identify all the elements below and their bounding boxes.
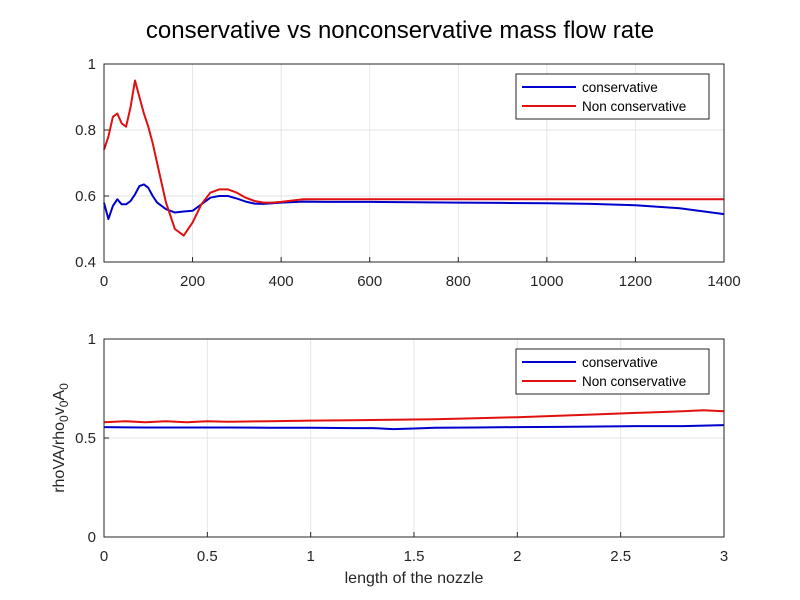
x-tick-label: 400 bbox=[269, 273, 294, 290]
legend-label: Non conservative bbox=[582, 374, 686, 389]
x-tick-label: 2 bbox=[513, 548, 521, 565]
figure-title: conservative vs nonconservative mass flo… bbox=[146, 17, 654, 44]
legend-label: conservative bbox=[582, 355, 658, 370]
x-tick-label: 1000 bbox=[530, 273, 563, 290]
x-tick-label: 0.5 bbox=[197, 548, 218, 565]
legend-label: conservative bbox=[582, 80, 658, 95]
y-tick-label: 0.8 bbox=[75, 122, 96, 139]
series-line-non-conservative bbox=[103, 79, 724, 237]
axes-box bbox=[103, 63, 725, 263]
series-line-conservative bbox=[103, 424, 725, 431]
x-tick-label: 600 bbox=[357, 273, 382, 290]
y-axis-label: rhoVA/rho0v0A0 bbox=[51, 383, 71, 493]
y-tick-label: 0 bbox=[88, 529, 96, 546]
subplot-1: 0 200 400 600 800 1000 1200 1400 0.4 0.6 0.8 1 conse… bbox=[75, 56, 741, 290]
legend: conservative Non conservative bbox=[515, 348, 710, 395]
x-tick-label: 3 bbox=[720, 548, 728, 565]
y-tick-label: 1 bbox=[88, 331, 96, 348]
subplots-container: 0 200 400 600 800 1000 1200 14000.40.60.81conse… bbox=[51, 56, 741, 587]
legend: conservative Non conservative bbox=[515, 73, 710, 120]
subplot-2: 0 0.5 1 1.5 2 2.5 3 0 0.5 1 conservative Non conser… bbox=[51, 331, 728, 587]
series-line-conservative bbox=[103, 183, 725, 221]
y-tick-label: 0.4 bbox=[75, 254, 96, 271]
legend-box bbox=[515, 348, 710, 395]
axes-box bbox=[103, 338, 725, 538]
x-axis-label: length of the nozzle bbox=[345, 570, 484, 587]
x-tick-label: 0 bbox=[100, 273, 108, 290]
y-tick-label: 0.5 bbox=[75, 430, 96, 447]
legend-box bbox=[515, 73, 710, 120]
legend-label: Non conservative bbox=[582, 99, 686, 114]
x-tick-label: 800 bbox=[446, 273, 471, 290]
y-tick-label: 1 bbox=[88, 56, 96, 73]
x-tick-label: 200 bbox=[180, 273, 205, 290]
x-tick-label: 1400 bbox=[707, 273, 740, 290]
y-tick-label: 0.6 bbox=[75, 188, 96, 205]
x-tick-label: 1.5 bbox=[404, 548, 425, 565]
x-tick-label: 2.5 bbox=[610, 548, 631, 565]
x-tick-label: 1200 bbox=[619, 273, 652, 290]
x-tick-label: 1 bbox=[306, 548, 314, 565]
series-line-non-conservative bbox=[103, 409, 725, 424]
x-tick-label: 0 bbox=[100, 548, 108, 565]
